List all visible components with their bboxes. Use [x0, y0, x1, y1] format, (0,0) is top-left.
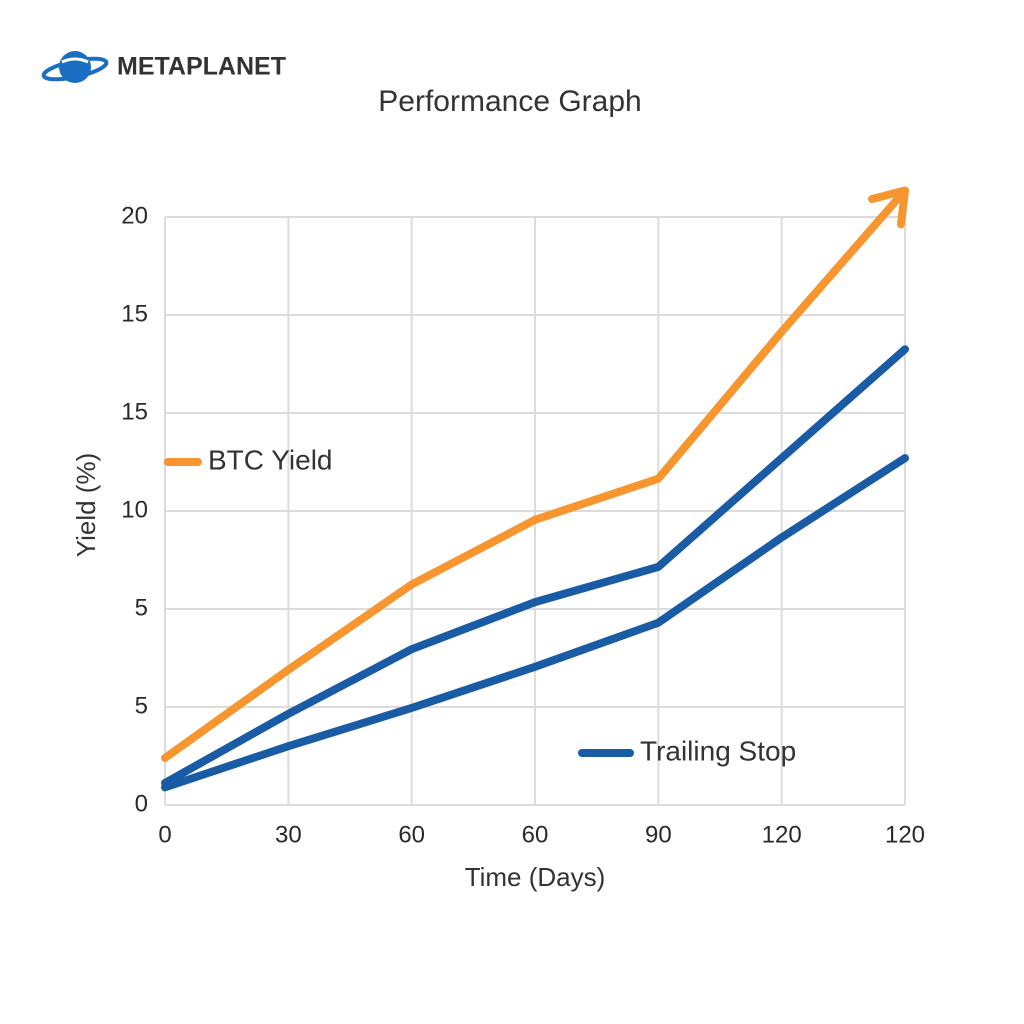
x-tick-label: 60: [398, 821, 425, 848]
logo: [41, 51, 109, 83]
y-axis-label: Yield (%): [71, 453, 101, 558]
x-tick-label: 120: [885, 821, 925, 848]
brand: METAPLANET: [117, 53, 286, 81]
y-tick-label: 10: [121, 496, 148, 523]
x-tick-label: 60: [522, 821, 549, 848]
series-line: [161, 186, 909, 762]
series-line: [161, 454, 909, 792]
x-tick-label: 30: [275, 821, 302, 848]
y-tick-label: 5: [135, 594, 148, 621]
x-tick-label: 0: [158, 821, 171, 848]
plot: BTC Yield Trailing Stop: [161, 186, 909, 792]
series-line: [161, 345, 909, 787]
arrow-head: [868, 186, 909, 229]
y-tick-label: 20: [121, 202, 148, 229]
x-axis-label: Time (Days): [465, 862, 606, 892]
y-tick-label: 5: [135, 692, 148, 719]
logo-stripe: [61, 57, 89, 64]
legend-label: Trailing Stop: [640, 735, 796, 766]
x-tick-label: 120: [762, 821, 802, 848]
chart-title: Performance Graph: [378, 85, 641, 118]
x-tick-label: 90: [645, 821, 672, 848]
y-tick-label: 15: [121, 300, 148, 327]
logo-ring: [41, 56, 109, 82]
y-tick-label: 0: [135, 790, 148, 817]
legend-label: BTC Yield: [208, 444, 333, 475]
grid: 0 5 5 10 15 15 20 0 30 60 60 90 120 120: [121, 202, 925, 848]
y-tick-label: 15: [121, 398, 148, 425]
